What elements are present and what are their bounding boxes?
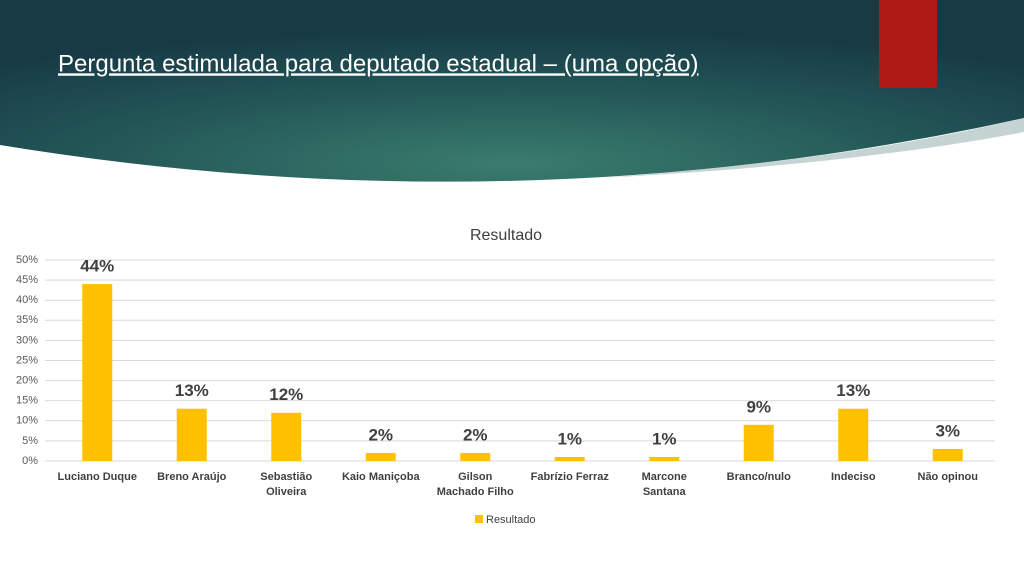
bar [932,448,963,461]
y-tick-label: 50% [16,254,38,266]
y-tick-label: 15% [16,395,38,407]
value-label: 2% [368,425,393,444]
value-label: 1% [652,429,677,448]
y-tick-label: 0% [22,455,38,467]
y-tick-label: 45% [16,274,38,286]
y-tick-label: 25% [16,354,38,366]
x-tick-label: Luciano Duque [57,471,137,483]
header-band [0,0,1024,182]
y-tick-label: 30% [16,334,38,346]
x-tick-label: Gilson Machado Filho [436,471,514,498]
legend-label: Resultado [486,514,536,526]
value-label: 9% [746,397,771,416]
bar [838,408,869,461]
plot: 0% 5% 10% 15% 20% 25% 30% 35% 40% 45% 50% 44% 13% 12%… [16,254,995,467]
value-label: 1% [557,429,582,448]
chart-title: Resultado [470,227,542,244]
x-tick-label: Sebastião Oliveira [260,471,313,498]
red-tab [879,0,937,88]
bar [743,424,774,461]
bar [649,456,680,461]
value-label: 13% [175,381,209,400]
y-tick-label: 40% [16,294,38,306]
bar [554,456,585,461]
x-tick-label: Breno Araújo [157,471,227,483]
value-label: 12% [269,385,303,404]
bar [365,452,396,461]
y-tick-label: 35% [16,314,38,326]
x-tick-label: Não opinou [917,471,979,483]
slide-title: Pergunta estimulada para deputado estadu… [58,50,698,77]
bar [271,412,302,461]
bar [82,284,113,461]
bar [460,452,491,461]
value-label: 2% [463,425,488,444]
value-label: 13% [836,381,870,400]
legend-swatch [475,515,483,523]
x-tick-label: Indeciso [830,471,876,483]
x-tick-label: Kaio Maniçoba [341,471,420,483]
bar [176,408,207,461]
value-label: 44% [80,257,114,276]
x-tick-label: Marcone Santana [641,471,687,498]
y-tick-label: 20% [16,375,38,387]
x-tick-label: Branco/nulo [726,471,791,483]
value-label: 3% [935,421,960,440]
x-tick-label: Fabrízio Ferraz [530,471,609,483]
y-tick-label: 5% [22,435,38,447]
y-tick-label: 10% [16,415,38,427]
